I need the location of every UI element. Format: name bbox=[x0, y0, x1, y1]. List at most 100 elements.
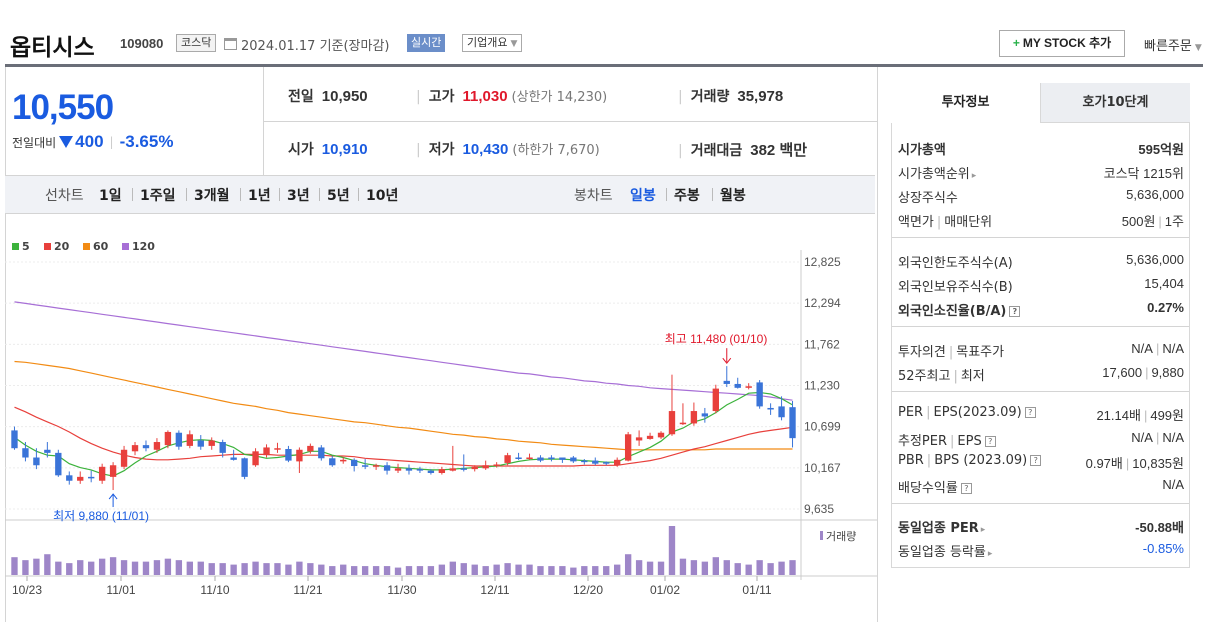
candle-body bbox=[438, 469, 446, 473]
help-icon[interactable]: ? bbox=[1030, 455, 1042, 466]
candle-body bbox=[361, 465, 369, 467]
min-label: 최저 9,880 (11/01) bbox=[53, 509, 149, 523]
tab-orderbook[interactable]: 호가10단계 bbox=[1041, 83, 1190, 123]
volume-bar bbox=[734, 563, 741, 575]
stat-value: 35,978 bbox=[737, 88, 784, 105]
period-divider bbox=[358, 188, 359, 201]
x-tick-label: 11/21 bbox=[293, 583, 322, 597]
tab-invest-info[interactable]: 투자정보 bbox=[891, 83, 1041, 123]
stat-high: | 고가 11,030 (상한가 14,230) bbox=[416, 88, 608, 105]
candle-body bbox=[405, 468, 413, 471]
volume-bar bbox=[427, 566, 435, 575]
info-row: PER | EPS(2023.09)? 21.14배 | 499원 bbox=[898, 405, 1184, 424]
info-key-text: 목표주가 bbox=[956, 345, 1005, 360]
volume-bar bbox=[153, 560, 161, 575]
period-item[interactable]: 3개월 bbox=[194, 188, 230, 204]
info-row: 시가총액순위 ▸ 코스닥 1215위 bbox=[898, 163, 1184, 182]
candle-body bbox=[383, 465, 391, 471]
info-key-text: 시가총액 bbox=[898, 143, 946, 158]
candle-body bbox=[142, 445, 150, 449]
info-value-text: 500원 bbox=[1121, 214, 1156, 229]
candle-body bbox=[504, 455, 511, 463]
legend-ma60: 60 bbox=[83, 240, 108, 253]
info-row: 시가총액 595억원 bbox=[898, 139, 1184, 158]
stat-value: 10,950 bbox=[321, 88, 368, 105]
candle-body bbox=[44, 449, 51, 453]
help-icon[interactable]: ? bbox=[1024, 407, 1036, 418]
legend-ma5: 5 bbox=[12, 240, 30, 253]
period-item[interactable]: 5년 bbox=[327, 188, 350, 204]
stat-sub: (하한가 7,670) bbox=[512, 143, 600, 158]
candle-body bbox=[208, 440, 215, 446]
info-value: N/A | N/A bbox=[1131, 430, 1184, 449]
info-key[interactable]: 동일업종 PER ▸ bbox=[898, 517, 985, 536]
pipe-separator: | bbox=[1155, 430, 1160, 445]
period-item[interactable]: 10년 bbox=[366, 188, 399, 204]
candle-body bbox=[351, 459, 358, 467]
pipe-separator: | bbox=[950, 434, 955, 449]
candle-body bbox=[493, 464, 500, 466]
y-tick-label: 11,762 bbox=[804, 337, 840, 351]
volume-legend-swatch bbox=[820, 531, 823, 540]
info-key-text: 동일업종 PER bbox=[898, 521, 979, 536]
mystock-add-button[interactable]: + MY STOCK 추가 bbox=[999, 30, 1125, 57]
volume-bar bbox=[778, 561, 785, 575]
info-key-text: 외국인보유주식수(B) bbox=[898, 280, 1013, 295]
candle-body bbox=[756, 382, 763, 407]
quick-order-link[interactable]: 빠른주문 ▼ bbox=[1144, 35, 1202, 54]
help-icon[interactable]: ? bbox=[984, 436, 996, 447]
info-value-text: 코스닥 1215위 bbox=[1103, 166, 1184, 181]
candle-body bbox=[22, 448, 29, 458]
caret-down-icon: ▼ bbox=[1194, 43, 1202, 53]
info-value: 0.27% bbox=[1147, 300, 1184, 319]
y-tick-label: 12,294 bbox=[804, 296, 841, 310]
volume-bar bbox=[120, 560, 128, 575]
info-row: 동일업종 등락률 ▸ -0.85% bbox=[898, 541, 1184, 560]
volume-bar bbox=[460, 563, 467, 575]
change-value: 400 bbox=[75, 132, 104, 151]
candle-body bbox=[734, 383, 741, 388]
info-value: 500원 | 1주 bbox=[1122, 211, 1184, 230]
candle-body bbox=[175, 432, 183, 447]
info-value-text: N/A bbox=[1131, 430, 1153, 445]
candle-body bbox=[318, 447, 325, 459]
period-item[interactable]: 1주일 bbox=[140, 188, 176, 204]
stat-label: 거래대금 bbox=[690, 143, 743, 159]
stat-label: 저가 bbox=[428, 142, 455, 158]
x-tick-label: 10/23 bbox=[12, 583, 42, 597]
volume-bar bbox=[208, 563, 215, 575]
info-key[interactable]: 동일업종 등락률 ▸ bbox=[898, 541, 992, 560]
pipe-separator: | bbox=[1125, 456, 1130, 471]
volume-bar bbox=[515, 564, 522, 575]
candle-body bbox=[329, 458, 336, 466]
info-value-text: 0.97배 bbox=[1085, 456, 1123, 471]
volume-bar bbox=[537, 566, 544, 575]
candle-item[interactable]: 월봉 bbox=[720, 188, 746, 204]
x-tick-label: 01/11 bbox=[742, 583, 771, 597]
period-divider bbox=[279, 188, 280, 201]
volume-bar bbox=[55, 561, 62, 575]
candle-item[interactable]: 주봉 bbox=[674, 188, 700, 204]
price-chart[interactable]: 12,825 12,294 11,762 11,230 10,699 10,167 9,63… bbox=[5, 250, 877, 622]
volume-bar bbox=[66, 563, 73, 575]
volume-bar bbox=[712, 557, 719, 575]
candle-body bbox=[88, 476, 95, 479]
candle-item[interactable]: 일봉 bbox=[630, 188, 656, 204]
company-overview-dropdown[interactable]: 기업개요 ▼ bbox=[462, 34, 523, 52]
candle-body bbox=[219, 442, 226, 453]
period-item[interactable]: 3년 bbox=[287, 188, 310, 204]
info-key-text: 외국인소진율(B/A) bbox=[898, 304, 1007, 319]
period-item[interactable]: 1년 bbox=[248, 188, 271, 204]
stock-name: 옵티시스 bbox=[10, 35, 95, 61]
candle-body bbox=[614, 459, 621, 466]
info-key[interactable]: 시가총액순위 ▸ bbox=[898, 163, 976, 182]
period-item[interactable]: 1일 bbox=[99, 188, 122, 204]
candle-body bbox=[471, 466, 478, 470]
help-icon[interactable]: ? bbox=[1009, 306, 1021, 317]
realtime-button[interactable]: 실시간 bbox=[407, 34, 446, 52]
volume-bar bbox=[581, 566, 588, 575]
help-icon[interactable]: ? bbox=[960, 483, 972, 494]
y-tick-label: 10,699 bbox=[804, 420, 841, 434]
candle-body bbox=[624, 434, 632, 461]
volume-bar bbox=[186, 561, 193, 575]
